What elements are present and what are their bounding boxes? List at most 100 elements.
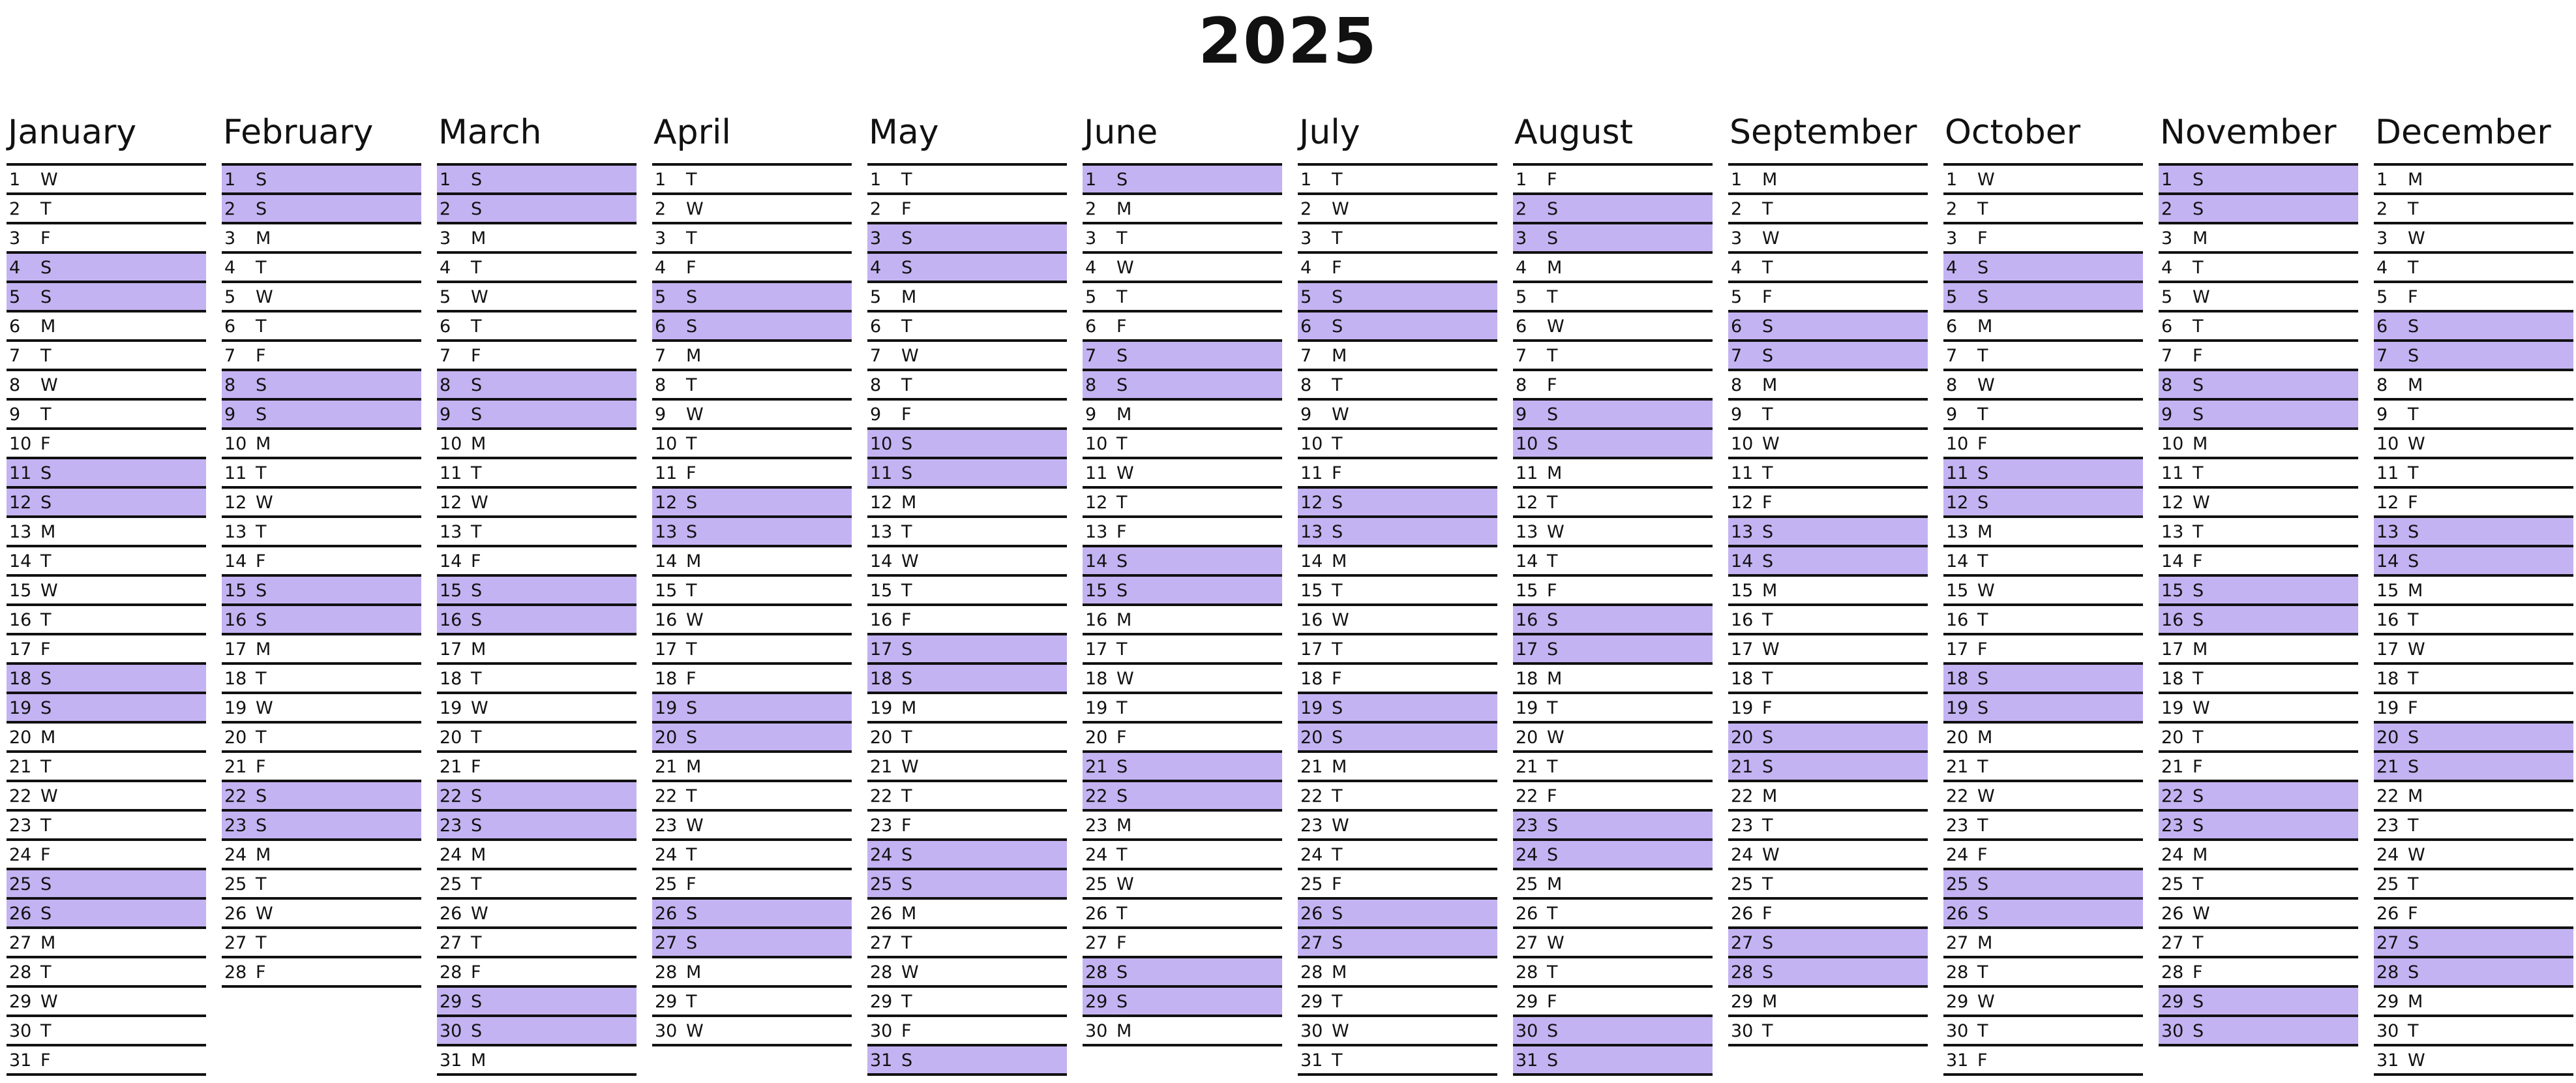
weekday-letter: S (1762, 316, 1774, 337)
day-row: 31 F (1943, 1046, 2143, 1076)
day-number: 28 (655, 962, 678, 983)
weekday-letter: T (1116, 904, 1128, 924)
day-number: 23 (1516, 816, 1538, 836)
weekday-letter: T (1332, 786, 1343, 806)
weekday-letter: S (2193, 581, 2204, 601)
day-row: 26 W (437, 900, 637, 929)
day-row: 16 W (1298, 606, 1497, 635)
day-number: 12 (1946, 493, 1969, 513)
weekend-day-row: 10 S (1513, 430, 1713, 459)
weekday-letter: S (1332, 698, 1343, 718)
day-row: 11 T (2159, 459, 2358, 489)
weekday-letter: F (1547, 786, 1557, 806)
day-row: 29 W (1943, 988, 2143, 1017)
weekend-day-row: 16 S (2159, 606, 2358, 635)
day-row: 20 W (1513, 724, 1713, 753)
day-row: 26 T (1083, 900, 1282, 929)
day-number: 14 (1946, 551, 1969, 572)
day-number: 13 (1516, 522, 1538, 542)
month-header-divider (437, 163, 637, 166)
weekday-letter: F (2408, 287, 2418, 307)
weekday-letter: W (901, 551, 919, 572)
weekday-letter: W (1116, 258, 1134, 278)
day-number: 8 (2161, 375, 2173, 395)
day-row: 30 W (1298, 1017, 1497, 1046)
day-number: 7 (655, 346, 666, 366)
day-row: 25 T (222, 870, 421, 900)
weekend-day-row: 28 S (2374, 958, 2573, 988)
day-number: 29 (2161, 992, 2184, 1012)
day-number: 2 (1300, 199, 1312, 219)
day-row: 22 W (7, 782, 206, 812)
day-number: 20 (2376, 727, 2399, 748)
day-number: 24 (2161, 845, 2184, 865)
day-number: 1 (1300, 170, 1312, 190)
weekday-letter: T (686, 992, 697, 1012)
weekday-letter: S (471, 404, 483, 425)
weekday-letter: S (2193, 199, 2204, 219)
weekday-letter: F (1332, 463, 1342, 483)
weekday-letter: S (256, 199, 267, 219)
day-number: 30 (1731, 1021, 1754, 1041)
day-row: 30 T (7, 1017, 206, 1046)
day-number: 5 (655, 287, 666, 307)
day-number: 16 (2376, 610, 2399, 630)
weekday-letter: S (686, 727, 698, 748)
weekend-day-row: 18 S (1943, 665, 2143, 694)
weekday-letter: T (40, 816, 52, 836)
day-row: 22 M (1728, 782, 1928, 812)
weekday-letter: M (2408, 581, 2423, 601)
day-number: 11 (2376, 463, 2399, 483)
day-number: 19 (1516, 698, 1538, 718)
weekend-day-row: 11 S (867, 459, 1067, 489)
weekday-letter: S (1977, 904, 1989, 924)
day-number: 8 (655, 375, 666, 395)
weekday-letter: S (40, 258, 52, 278)
weekday-letter: M (2193, 639, 2208, 660)
weekday-letter: S (686, 698, 698, 718)
day-number: 17 (655, 639, 678, 660)
weekday-letter: S (1332, 522, 1343, 542)
weekday-letter: W (1762, 845, 1780, 865)
weekday-letter: F (1977, 228, 1988, 249)
day-number: 31 (1300, 1050, 1323, 1071)
weekday-letter: W (686, 404, 704, 425)
day-row: 24 W (1728, 841, 1928, 870)
day-number: 6 (870, 316, 882, 337)
day-row: 19 F (1728, 694, 1928, 724)
day-row: 23 W (652, 812, 852, 841)
day-number: 23 (1731, 816, 1754, 836)
weekday-letter: S (1116, 786, 1128, 806)
weekend-day-row: 16 S (222, 606, 421, 635)
day-row: 13 M (1943, 518, 2143, 547)
weekday-letter: W (1762, 228, 1780, 249)
day-number: 26 (1300, 904, 1323, 924)
day-row: 28 T (1513, 958, 1713, 988)
day-number: 5 (1731, 287, 1743, 307)
day-number: 25 (224, 874, 247, 894)
day-number: 12 (1300, 493, 1323, 513)
day-number: 17 (1300, 639, 1323, 660)
weekday-letter: T (686, 434, 697, 454)
day-row: 30 T (1728, 1017, 1928, 1046)
weekday-letter: W (686, 199, 704, 219)
weekday-letter: S (40, 904, 52, 924)
day-number: 24 (9, 845, 32, 865)
weekend-day-row: 14 S (1083, 547, 1282, 577)
weekend-day-row: 30 S (437, 1017, 637, 1046)
day-number: 5 (1946, 287, 1958, 307)
day-row: 21 T (1943, 753, 2143, 782)
weekday-letter: F (1116, 933, 1127, 953)
day-number: 25 (655, 874, 678, 894)
